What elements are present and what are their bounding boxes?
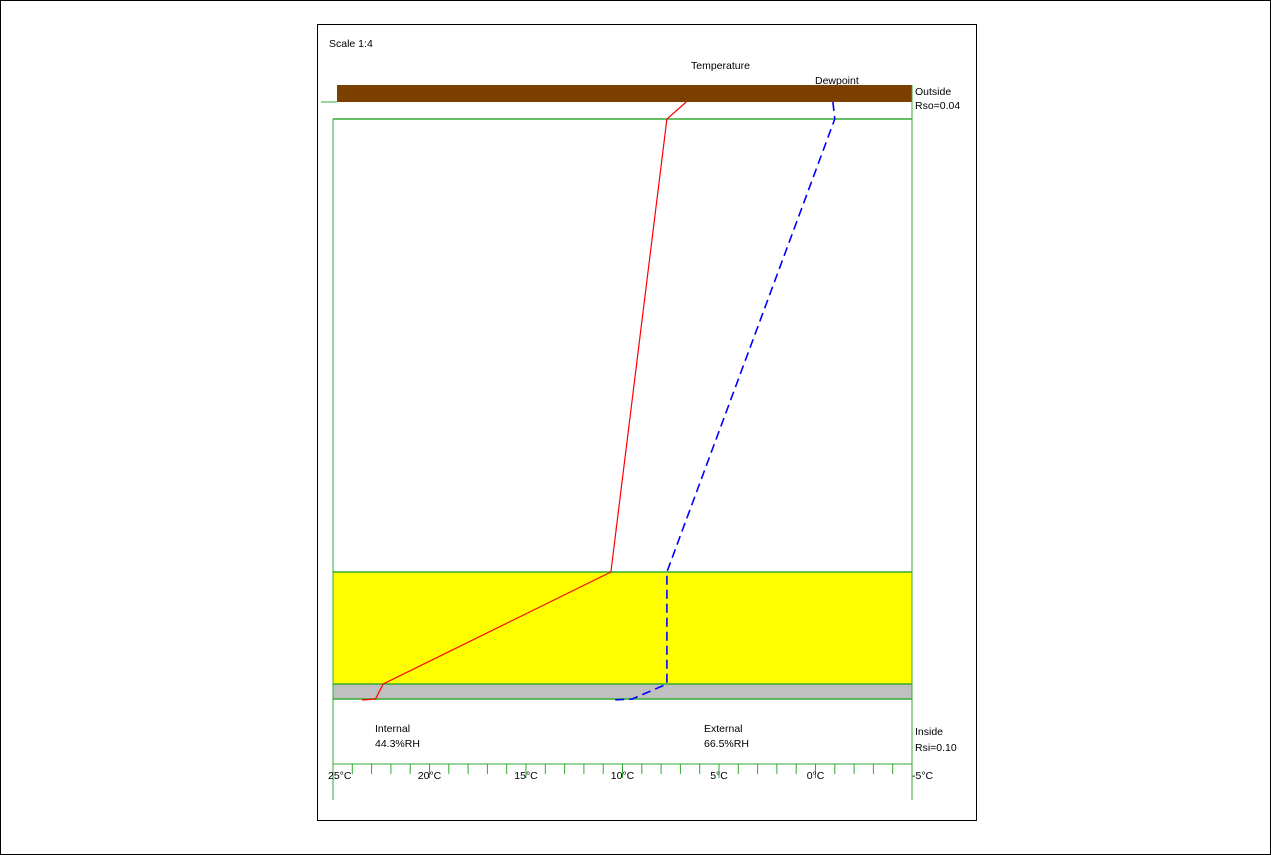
temperature-legend-label: Temperature: [691, 60, 750, 72]
axis-tick-label: 20°C: [418, 770, 442, 782]
condensation-diagram-panel: Scale 1:4 Temperature Dewpoint Outside R…: [317, 24, 977, 821]
dewpoint-legend-label: Dewpoint: [815, 75, 859, 87]
outer-layer: [337, 85, 912, 102]
internal-rh-label: 44.3%RH: [375, 738, 420, 750]
inner-layer: [333, 684, 912, 699]
outside-label: Outside: [915, 86, 951, 98]
axis-tick-label: 15°C: [514, 770, 538, 782]
axis-tick-label: 25°C: [328, 770, 352, 782]
outside-resistance-label: Rso=0.04: [915, 100, 960, 112]
axis-tick-label: 10°C: [611, 770, 635, 782]
axis-tick-label: 5°C: [710, 770, 728, 782]
internal-label: Internal: [375, 723, 410, 735]
scale-label: Scale 1:4: [329, 38, 373, 50]
inside-label: Inside: [915, 726, 943, 738]
inside-resistance-label: Rsi=0.10: [915, 742, 957, 754]
dewpoint-line: [612, 101, 836, 701]
temperature-line: [361, 101, 687, 701]
axis-tick-label: -5°C: [912, 770, 934, 782]
insulation-layer: [333, 572, 912, 684]
temperature-axis-ticks: 25°C 20°C 15°C 10°C 5°C 0°C -5°C: [328, 764, 934, 782]
condensation-diagram: Scale 1:4 Temperature Dewpoint Outside R…: [321, 38, 960, 800]
external-label: External: [704, 723, 743, 735]
axis-tick-label: 0°C: [807, 770, 825, 782]
external-rh-label: 66.5%RH: [704, 738, 749, 750]
